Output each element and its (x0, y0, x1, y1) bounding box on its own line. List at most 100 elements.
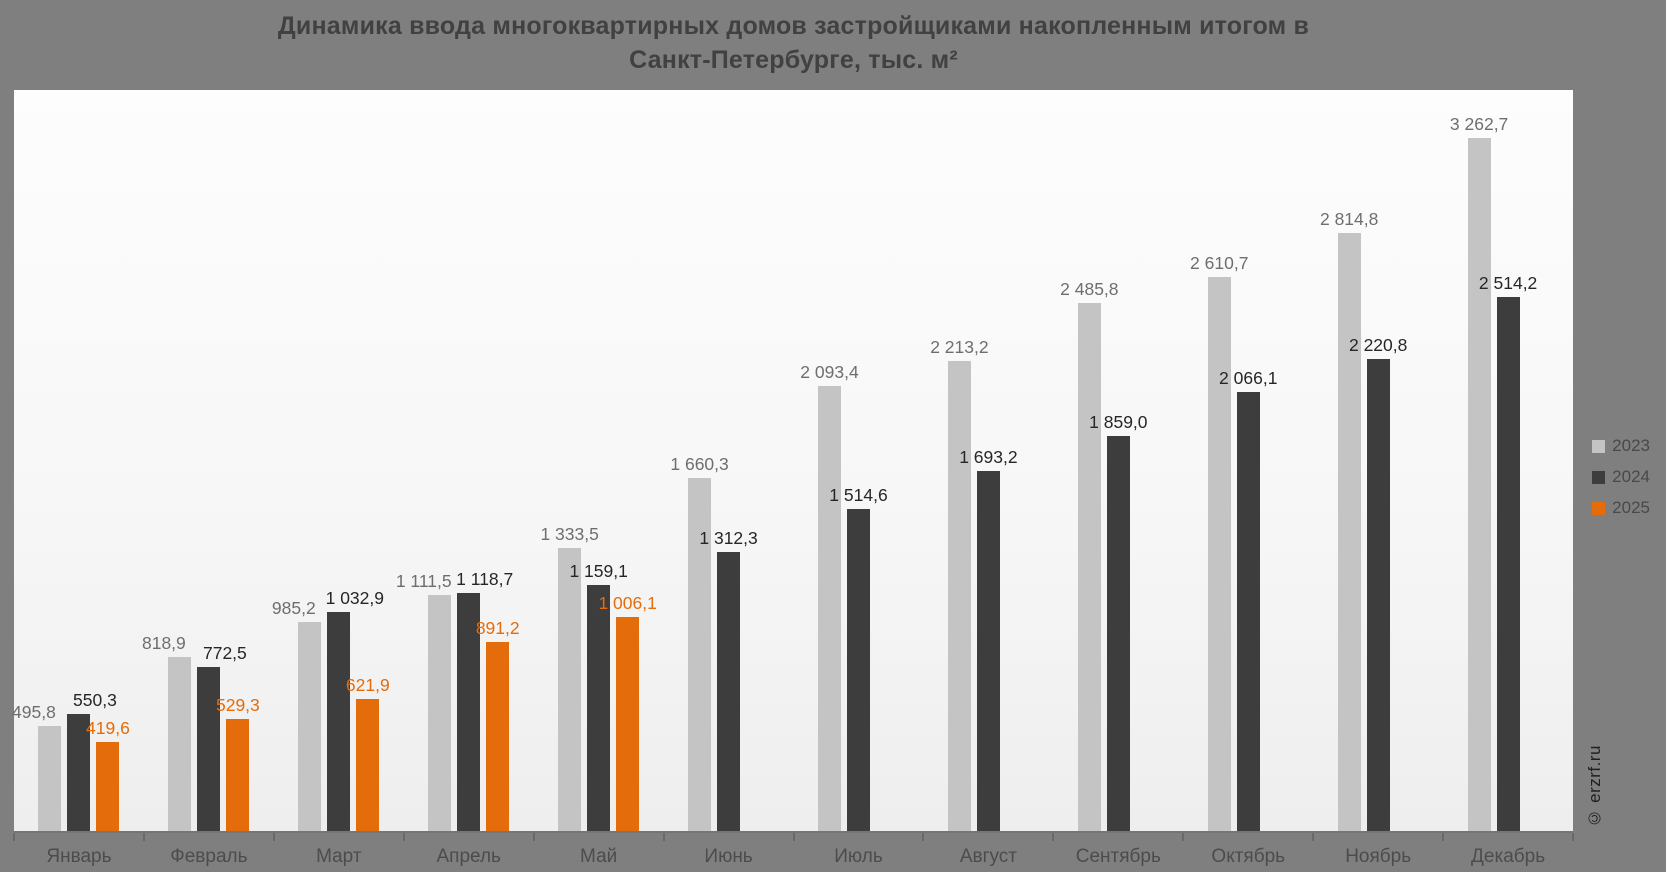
legend-label-2023: 2023 (1612, 436, 1650, 455)
bar-2025-4: 891,2 (476, 618, 520, 831)
axis-tick (532, 833, 535, 841)
watermark: © erzrf.ru (1585, 745, 1604, 828)
bar-group: 2 814,8 2 220,8 (1313, 209, 1443, 831)
bar-value-label-2025-1: 419,6 (86, 717, 130, 738)
category-slot-7: 2 093,4 1 514,6 Июль (794, 90, 924, 867)
bar-2023-2: 818,9 (142, 633, 192, 831)
bar-2024-1: 550,3 (67, 690, 117, 831)
bar-2023-7: 2 093,4 (800, 362, 859, 831)
bar-value-label-2024-2: 772,5 (202, 642, 247, 663)
axis-tick (1312, 833, 1315, 841)
chart-title-line1: Динамика ввода многоквартирных домов зас… (277, 12, 1310, 40)
bar-value-label-2025-2: 529,3 (215, 694, 260, 715)
category-slot-12: 3 262,7 2 514,2 Декабрь (1443, 90, 1573, 867)
category-slot-6: 1 660,3 1 312,3 Июнь (664, 90, 794, 867)
bar-value-label-2023-5: 1 333,5 (540, 523, 599, 544)
bar-2023-9: 2 485,8 (1060, 279, 1119, 831)
bar-value-label-2023-8: 2 213,2 (930, 336, 989, 357)
bar-group: 985,2 1 032,9 621,9 (272, 588, 404, 831)
category-slot-8: 2 213,2 1 693,2 Август (923, 90, 1053, 867)
bar-value-label-2024-8: 1 693,2 (959, 447, 1018, 468)
axis-label-1: Январь (46, 846, 112, 867)
bar-2024-8: 1 693,2 (959, 447, 1018, 831)
bar-value-label-2023-6: 1 660,3 (670, 454, 729, 475)
axis-tick (402, 833, 405, 841)
bar-2025-1: 419,6 (86, 718, 130, 831)
axis-label-4: Апрель (436, 846, 501, 867)
bar-value-label-2025-5: 1 006,1 (598, 593, 657, 614)
bar-2024-11: 2 220,8 (1349, 335, 1407, 831)
axis-tick (1182, 833, 1185, 841)
legend-swatch-icon (1592, 470, 1606, 484)
legend-item-2024: 2024 (1592, 467, 1650, 487)
bar-2024-2: 772,5 (197, 643, 247, 831)
bar-2023-4: 1 111,5 (396, 571, 452, 831)
bar-2024-4: 1 118,7 (456, 569, 513, 831)
axis-label-2: Февраль (170, 846, 248, 867)
bar-group: 1 660,3 1 312,3 (664, 454, 794, 831)
bar-value-label-2024-11: 2 220,8 (1348, 335, 1408, 356)
bar-value-label-2024-1: 550,3 (73, 690, 117, 711)
bar-value-label-2024-7: 1 514,6 (829, 485, 888, 506)
category-slot-2: 818,9 772,5 529,3 Февраль (142, 90, 274, 867)
bar-2025-3: 621,9 (346, 675, 390, 831)
axis-tick (142, 833, 145, 841)
bar-value-label-2023-4: 1 111,5 (395, 570, 452, 591)
bar-2023-3: 985,2 (272, 598, 322, 831)
plot-area: 495,8 550,3 419,6 Январь 818,9 772,5 529,3 Февр… (12, 90, 1574, 867)
axis-tick (1442, 833, 1445, 841)
axis-label-6: Июнь (704, 846, 753, 867)
bar-value-label-2023-7: 2 093,4 (800, 362, 859, 383)
axis-tick (13, 833, 15, 841)
chart-title: Динамика ввода многоквартирных домов зас… (14, 9, 1573, 77)
bar-value-label-2023-12: 3 262,7 (1449, 114, 1509, 134)
axis-label-8: Август (959, 846, 1017, 867)
bar-group: 2 485,8 1 859,0 (1053, 279, 1183, 831)
axis-label-12: Декабрь (1471, 846, 1546, 867)
bar-value-label-2023-3: 985,2 (271, 597, 316, 618)
bar-value-label-2023-9: 2 485,8 (1060, 279, 1119, 299)
bar-group: 495,8 550,3 419,6 (12, 690, 144, 831)
axis-label-10: Октябрь (1211, 846, 1286, 867)
bar-value-label-2024-5: 1 159,1 (569, 560, 628, 581)
axis-label-5: Май (580, 846, 618, 867)
bar-2023-5: 1 333,5 (540, 524, 599, 831)
category-slot-3: 985,2 1 032,9 621,9 Март (272, 90, 404, 867)
legend-item-2025: 2025 (1592, 498, 1650, 518)
axis-tick (1572, 833, 1574, 841)
axis-tick (1052, 833, 1055, 841)
bar-2024-6: 1 312,3 (699, 528, 758, 831)
bar-value-label-2024-6: 1 312,3 (699, 528, 758, 549)
bar-value-label-2025-3: 621,9 (345, 674, 390, 695)
bar-2025-5: 1 006,1 (598, 593, 657, 831)
axis-tick (272, 833, 275, 841)
category-slot-5: 1 333,5 1 159,1 1 006,1 Май (534, 90, 664, 867)
bar-value-label-2023-10: 2 610,7 (1190, 252, 1249, 273)
bar-value-label-2024-12: 2 514,2 (1478, 273, 1538, 293)
bar-2023-1: 495,8 (12, 702, 62, 831)
legend-label-2025: 2025 (1612, 498, 1650, 517)
bar-2024-9: 1 859,0 (1089, 412, 1148, 831)
axis-label-7: Июль (834, 846, 883, 867)
category-slot-9: 2 485,8 1 859,0 Сентябрь (1053, 90, 1183, 867)
bar-value-label-2025-4: 891,2 (475, 617, 520, 638)
axis-tick (662, 833, 665, 841)
bar-group: 2 610,7 2 066,1 (1183, 253, 1313, 831)
legend-item-2023: 2023 (1592, 436, 1650, 456)
bar-value-label-2023-2: 818,9 (141, 633, 186, 654)
bar-value-label-2024-4: 1 118,7 (456, 569, 514, 590)
axis-label-9: Сентябрь (1075, 846, 1161, 867)
legend-swatch-icon (1592, 439, 1606, 453)
axis-label-3: Март (316, 846, 362, 867)
axis-label-11: Ноябрь (1345, 846, 1412, 867)
bar-group: 818,9 772,5 529,3 (142, 633, 274, 831)
axis-tick (922, 833, 925, 841)
category-slot-4: 1 111,5 1 118,7 891,2 Апрель (396, 90, 534, 867)
chart-title-line2: Санкт-Петербурге, тыс. м² (629, 46, 958, 74)
bar-2024-10: 2 066,1 (1219, 368, 1277, 831)
bar-2025-2: 529,3 (216, 695, 260, 831)
bar-2024-5: 1 159,1 (569, 561, 628, 831)
bar-2024-3: 1 032,9 (326, 588, 384, 831)
bar-group: 2 093,4 1 514,6 (794, 362, 924, 831)
